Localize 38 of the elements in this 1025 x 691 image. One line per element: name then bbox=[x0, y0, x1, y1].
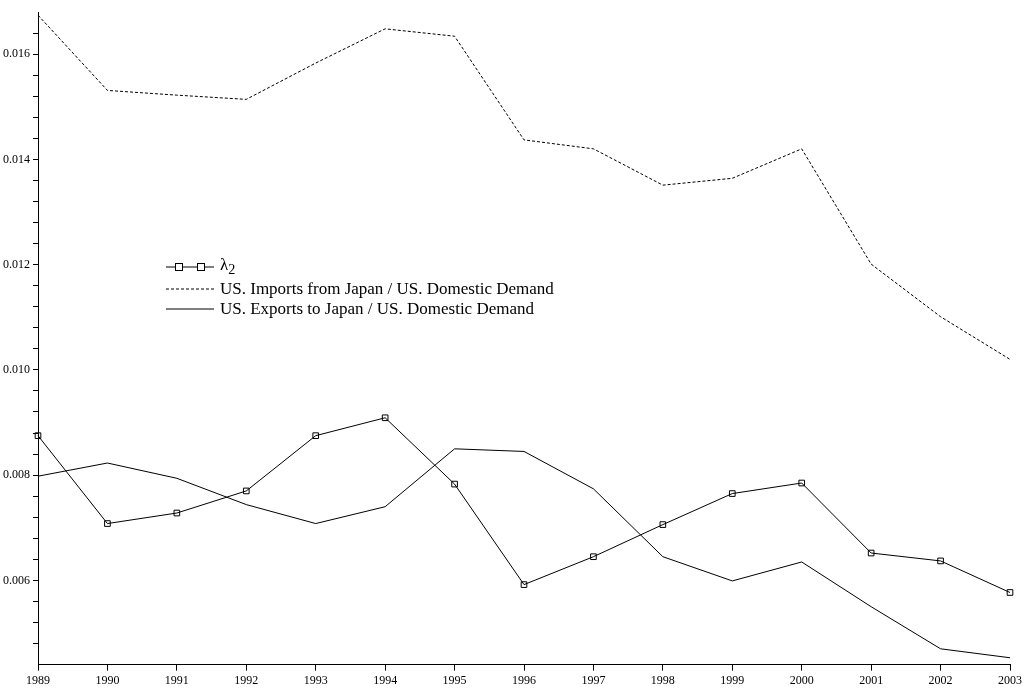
point bbox=[867, 549, 875, 557]
x-tick-label: 1994 bbox=[373, 672, 398, 687]
x-tick-label: 1989 bbox=[26, 672, 50, 687]
x-tick-label: 1995 bbox=[442, 672, 467, 687]
x-tick-label: 2001 bbox=[859, 672, 884, 687]
y-tick-label: 0.014 bbox=[3, 151, 30, 166]
y-tick-label: 0.012 bbox=[3, 256, 30, 271]
x-tick-label: 1997 bbox=[581, 672, 606, 687]
y-tick-label: 0.010 bbox=[3, 362, 30, 377]
x-tick-label: 1993 bbox=[303, 672, 328, 687]
point bbox=[381, 414, 389, 422]
x-tick-label: 2000 bbox=[789, 672, 814, 687]
x-tick-label: 1991 bbox=[164, 672, 189, 687]
point bbox=[937, 557, 944, 565]
x-tick-label: 1998 bbox=[650, 672, 675, 687]
point bbox=[242, 487, 250, 495]
point bbox=[451, 480, 458, 488]
legend-label: λ$_{2}$ bbox=[220, 255, 236, 280]
x-tick-label: 1999 bbox=[720, 672, 745, 687]
x-tick-label: 1990 bbox=[95, 672, 120, 687]
point bbox=[520, 581, 528, 588]
x-tick-label: 2003 bbox=[998, 672, 1022, 687]
legend-label: US. Imports from Japan / US. Domestic Demand bbox=[220, 279, 554, 300]
point bbox=[104, 520, 111, 527]
point bbox=[173, 509, 181, 517]
point bbox=[312, 432, 320, 439]
point bbox=[590, 553, 597, 561]
x-tick-label: 2002 bbox=[928, 672, 953, 687]
x-tick-label: 1992 bbox=[234, 672, 259, 687]
y-tick-label: 0.006 bbox=[3, 572, 30, 587]
point bbox=[798, 479, 806, 487]
y-tick-label: 0.016 bbox=[3, 46, 30, 61]
point bbox=[659, 521, 667, 528]
point bbox=[728, 490, 736, 497]
legend-label: US. Exports to Japan / US. Domestic Demand bbox=[220, 299, 534, 320]
point bbox=[1006, 589, 1014, 596]
y-tick-label: 0.008 bbox=[3, 467, 30, 482]
x-tick-label: 1996 bbox=[512, 672, 536, 687]
